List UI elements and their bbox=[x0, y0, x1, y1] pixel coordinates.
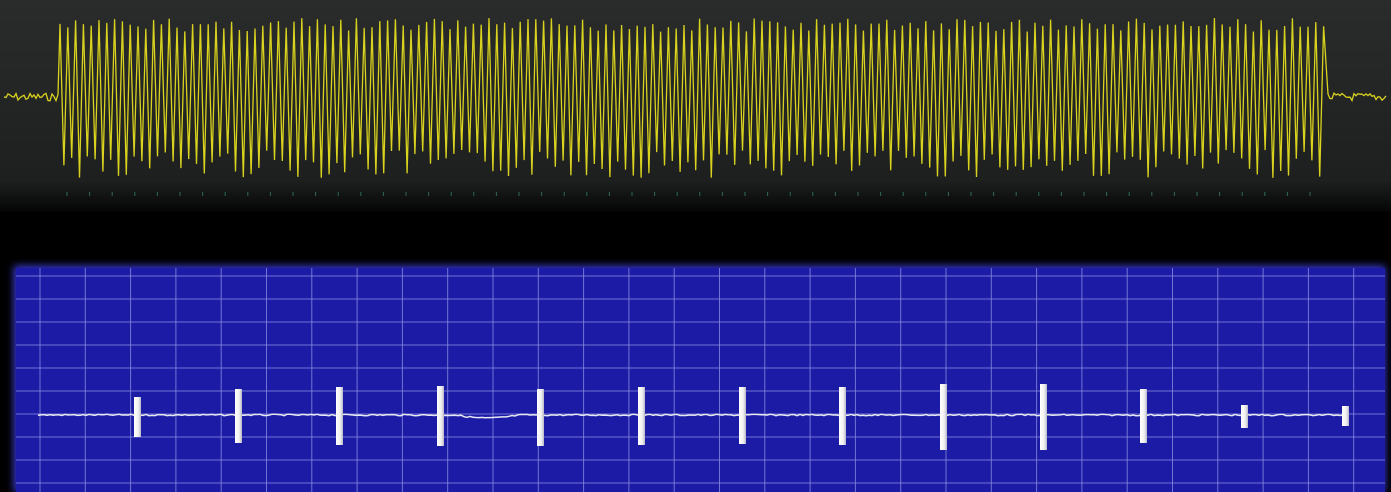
scope-screen bbox=[0, 0, 1391, 492]
pulse bbox=[537, 389, 544, 446]
pulse bbox=[437, 386, 444, 446]
pulse bbox=[940, 384, 947, 450]
pulse bbox=[839, 387, 846, 445]
pulse bbox=[638, 387, 645, 445]
page: (() => { const NS = 'http://www.w3.org/2… bbox=[0, 0, 1391, 492]
pulse bbox=[1241, 405, 1248, 428]
pulse bbox=[235, 389, 242, 443]
pulse bbox=[1342, 406, 1349, 426]
pulse bbox=[1140, 389, 1147, 443]
pulse bbox=[1040, 384, 1047, 450]
pulse bbox=[739, 387, 746, 444]
pulse bbox=[134, 397, 141, 437]
pulse bbox=[336, 387, 343, 445]
